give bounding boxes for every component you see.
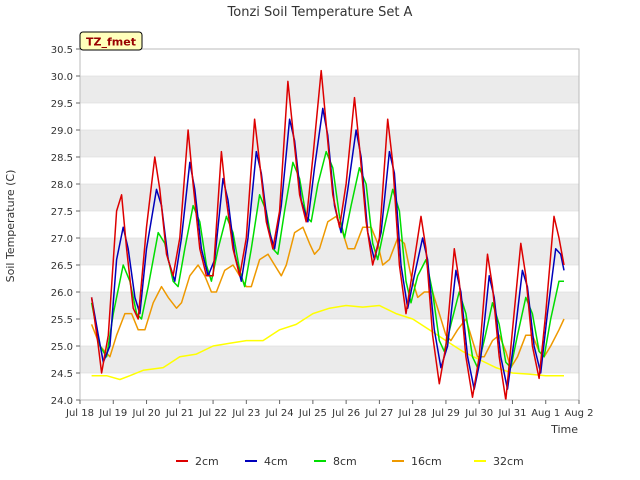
x-tick-label: Jul 22 xyxy=(198,408,227,419)
y-tick-label: 28.5 xyxy=(51,153,73,164)
grid-band xyxy=(80,184,579,211)
annotation-text: TZ_fmet xyxy=(86,36,136,49)
legend-item-32cm: 32cm xyxy=(474,455,524,468)
legend: 2cm 4cm 8cm 16cm 32cm xyxy=(176,455,524,468)
y-tick-label: 26.0 xyxy=(51,288,73,299)
y-tick-label: 28.0 xyxy=(51,180,73,191)
x-tick-label: Aug 2 xyxy=(564,408,593,419)
x-tick-label: Jul 28 xyxy=(398,408,427,419)
series-layer xyxy=(90,69,565,400)
series-line-8cm xyxy=(90,150,564,369)
legend-item-8cm: 8cm xyxy=(314,455,357,468)
y-tick-label: 29.0 xyxy=(51,126,73,137)
grid-band xyxy=(80,292,579,319)
series-line-32cm xyxy=(91,304,564,381)
grid-band xyxy=(80,76,579,103)
y-axis-label: Soil Temperature (C) xyxy=(4,170,17,283)
y-tick-label: 30.0 xyxy=(51,72,73,83)
y-tick-label: 24.5 xyxy=(51,369,73,380)
legend-item-4cm: 4cm xyxy=(245,455,288,468)
x-tick-label: Jul 18 xyxy=(65,408,94,419)
station-annotation: TZ_fmet xyxy=(79,31,143,51)
y-tick-label: 27.0 xyxy=(51,234,73,245)
x-tick-label: Aug 1 xyxy=(531,408,560,419)
annotation-box xyxy=(79,31,143,51)
series-line-16cm xyxy=(90,215,565,369)
legend-label: 4cm xyxy=(264,455,288,468)
x-tick-label: Jul 20 xyxy=(132,408,161,419)
x-tick-label: Jul 30 xyxy=(464,408,493,419)
x-axis-label: Time xyxy=(550,423,578,436)
x-tick-label: Jul 31 xyxy=(497,408,526,419)
x-tick-label: Jul 23 xyxy=(231,408,260,419)
x-tick-label: Jul 26 xyxy=(331,408,360,419)
axes xyxy=(79,48,580,401)
grid-band xyxy=(80,346,579,373)
y-tick-label: 25.5 xyxy=(51,315,73,326)
grid-band xyxy=(80,238,579,265)
legend-label: 8cm xyxy=(333,455,357,468)
legend-label: 16cm xyxy=(411,455,442,468)
grid-bands xyxy=(80,48,579,401)
y-tick-label: 25.0 xyxy=(51,342,73,353)
y-tick-label: 29.5 xyxy=(51,99,73,110)
y-tick-label: 30.5 xyxy=(51,45,73,56)
plot-frame xyxy=(79,48,580,401)
y-tick-label: 24.0 xyxy=(51,396,73,407)
x-tick-label: Jul 29 xyxy=(431,408,460,419)
series-line-2cm xyxy=(90,69,565,400)
x-tick-label: Jul 25 xyxy=(298,408,327,419)
x-tick-label: Jul 21 xyxy=(165,408,194,419)
legend-label: 2cm xyxy=(195,455,219,468)
legend-label: 32cm xyxy=(493,455,524,468)
x-tick-label: Jul 19 xyxy=(98,408,127,419)
chart-title: Tonzi Soil Temperature Set A xyxy=(227,5,413,20)
y-tick-label: 26.5 xyxy=(51,261,73,272)
tick-labels: 24.0 24.5 25.0 25.5 26.0 26.5 27.0 27.5 28.0 28.5… xyxy=(51,45,594,419)
x-tick-label: Jul 27 xyxy=(364,408,393,419)
y-tick-label: 27.5 xyxy=(51,207,73,218)
legend-item-2cm: 2cm xyxy=(176,455,219,468)
x-tick-label: Jul 24 xyxy=(265,408,294,419)
legend-item-16cm: 16cm xyxy=(392,455,442,468)
